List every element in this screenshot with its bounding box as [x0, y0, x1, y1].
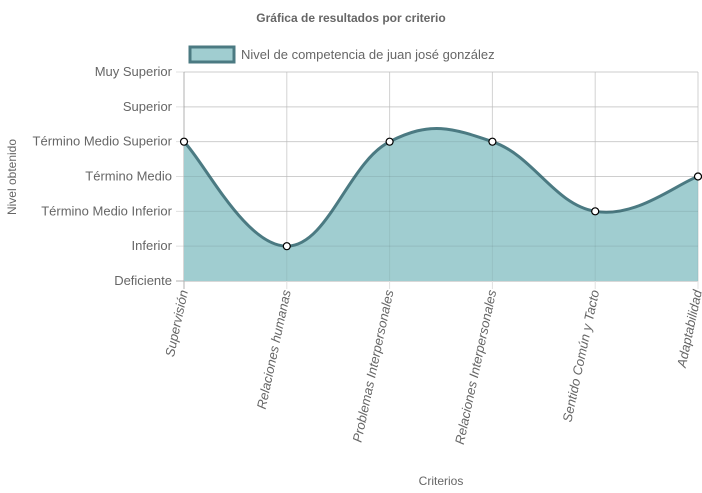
legend-swatch — [188, 45, 236, 64]
legend-label: Nivel de competencia de juan josé gonzál… — [241, 47, 495, 62]
y-tick-label: Inferior — [132, 238, 173, 253]
chart-title: Gráfica de resultados por criterio — [256, 11, 445, 25]
x-tick-label: Supervisión — [162, 289, 191, 359]
data-point[interactable] — [179, 137, 189, 146]
y-tick-label: Término Medio Inferior — [41, 203, 172, 218]
y-tick-label: Término Medio — [85, 169, 172, 184]
data-point[interactable] — [282, 242, 291, 251]
series-area-fill — [184, 128, 698, 281]
y-tick-label: Superior — [123, 99, 173, 114]
data-points — [179, 137, 702, 251]
x-tick-label: Problemas Interpersonales — [350, 288, 397, 444]
legend[interactable]: Nivel de competencia de juan josé gonzál… — [188, 45, 495, 64]
x-tick-label: Sentido Común y Tacto — [559, 289, 602, 424]
x-tick-label: Relaciones humanas — [254, 288, 294, 410]
y-axis-title: Nivel obtenido — [5, 139, 19, 215]
y-tick-label: Término Medio Superior — [33, 134, 173, 149]
plot-area — [182, 71, 699, 281]
y-tick-label: Muy Superior — [95, 64, 173, 79]
x-axis-title: Criterios — [419, 474, 464, 488]
data-point[interactable] — [591, 207, 600, 216]
data-point[interactable] — [488, 137, 497, 146]
y-axis-ticks: Deficiente Inferior Término Medio Inferior… — [33, 64, 173, 288]
data-point[interactable] — [693, 172, 702, 181]
y-tick-label: Deficiente — [114, 273, 172, 288]
x-tick-label: Adaptabilidad — [674, 288, 702, 370]
data-point[interactable] — [385, 137, 394, 146]
x-tick-label: Relaciones Interpersonales — [452, 288, 500, 446]
x-axis-ticks: Supervisión Relaciones humanas Problemas I… — [162, 288, 702, 446]
